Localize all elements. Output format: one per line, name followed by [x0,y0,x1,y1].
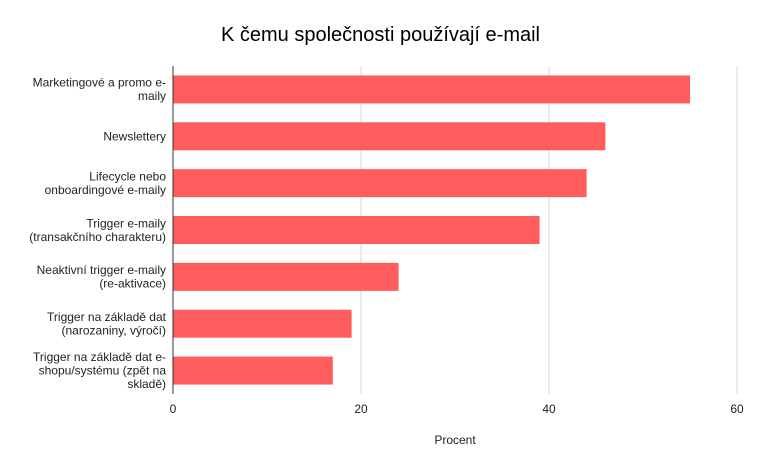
bar [173,75,690,104]
category-label: Trigger e-maily (transakčního charakteru) [29,216,166,244]
chart-title: K čemu společnosti používají e-mail [220,24,541,46]
category-label: Trigger na základě dat e-shopu/systému (… [33,350,166,391]
x-tick-label: 60 [730,402,744,416]
bars [173,75,690,385]
category-label: Trigger na základě dat (narozaniny, výroč… [47,310,167,338]
category-label: Neaktivní trigger e-maily (re-aktivace) [37,263,166,291]
x-tick-labels: 0 20 40 60 [170,402,744,416]
bar [173,122,606,151]
category-label: Lifecycle nebo onboardingové e-maily [45,169,167,197]
category-label: Marketingové a promo e-maily [33,76,166,104]
category-label: Newslettery [103,129,166,143]
bar [173,216,540,244]
x-tick-label: 0 [170,402,177,416]
bar [173,356,333,385]
bar [173,262,399,291]
category-labels: Marketingové a promo e-maily Newslettery L… [29,76,166,391]
bar [173,169,587,198]
x-axis-title: Procent [434,433,476,447]
x-tick-label: 20 [354,402,368,416]
bar [173,309,352,338]
x-tick-label: 40 [542,402,556,416]
